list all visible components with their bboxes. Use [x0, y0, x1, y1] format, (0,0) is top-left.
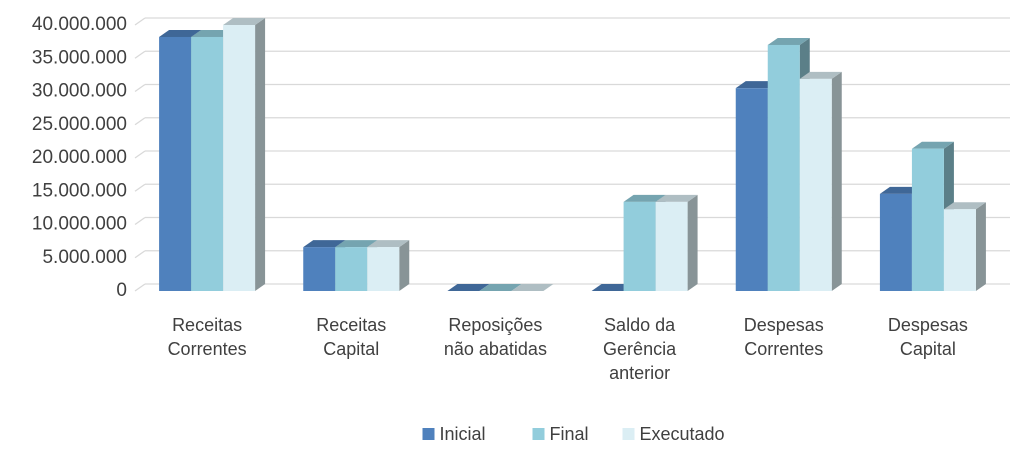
bar	[303, 247, 336, 291]
bar-top	[879, 186, 922, 194]
bar	[911, 148, 944, 291]
y-tick-label: 5.000.000	[42, 247, 127, 268]
bar	[943, 209, 976, 291]
x-tick-label: Saldo da Gerência anterior	[603, 315, 677, 383]
legend-swatch	[532, 428, 545, 440]
legend-label: Final	[550, 424, 589, 444]
x-tick-label: Receitas Correntes	[167, 315, 247, 359]
y-tick-label: 10.000.000	[32, 214, 127, 235]
y-tick-label: 0	[116, 280, 127, 301]
bar	[735, 88, 768, 291]
bar-top	[303, 240, 346, 248]
x-tick-label: Despesas Capital	[887, 315, 968, 359]
legend-label: Executado	[640, 424, 725, 444]
bar-top	[799, 71, 842, 79]
bar	[799, 78, 832, 292]
legend-label: Inicial	[440, 424, 486, 444]
grid-line-floor	[134, 216, 146, 226]
bar	[623, 201, 656, 291]
bar	[191, 36, 224, 291]
y-tick-label: 30.000.000	[32, 81, 127, 102]
bar-top	[479, 284, 522, 291]
bar-top	[447, 284, 490, 291]
bar-top	[367, 240, 410, 248]
bar-top	[591, 284, 634, 291]
x-tick-label: Receitas Capital	[316, 315, 387, 359]
y-tick-label: 25.000.000	[32, 114, 127, 135]
bar-top	[767, 37, 810, 45]
x-tick-label: Despesas Correntes	[743, 315, 824, 359]
bar-top	[191, 29, 234, 37]
y-tick-label: 15.000.000	[32, 180, 127, 201]
grid-line-floor	[134, 83, 146, 93]
bar-side	[255, 18, 266, 291]
grid-line-floor	[134, 50, 146, 59]
bar-top	[735, 81, 778, 89]
bar-side	[831, 71, 842, 292]
bar	[367, 247, 400, 291]
y-tick-label: 40.000.000	[32, 14, 127, 35]
bar-top	[911, 141, 954, 149]
bar	[335, 247, 368, 291]
y-tick-label: 20.000.000	[32, 147, 127, 168]
bar-top	[655, 194, 698, 202]
bar	[879, 193, 912, 291]
bar	[223, 25, 256, 291]
legend-swatch	[622, 428, 635, 440]
grid-line-floor	[134, 17, 146, 26]
bar-side	[399, 240, 410, 291]
grid-line-floor	[134, 150, 146, 159]
bar	[655, 201, 688, 291]
grid-line-floor	[134, 117, 146, 126]
grid-line-floor	[134, 250, 146, 259]
bar-top	[511, 284, 554, 291]
y-tick-label: 35.000.000	[32, 47, 127, 68]
grid-line-floor	[134, 283, 146, 292]
bar-top	[335, 240, 378, 248]
bar	[767, 44, 800, 292]
bar-top	[943, 202, 986, 210]
bar-top	[223, 18, 266, 25]
x-tick-label: Reposições não abatidas	[443, 315, 547, 359]
bar	[159, 36, 192, 291]
bar-side	[975, 202, 986, 291]
legend-swatch	[422, 428, 435, 440]
grid-line-floor	[134, 183, 146, 192]
bar-top	[159, 29, 202, 37]
bar-side	[687, 194, 698, 291]
bar-top	[623, 194, 666, 202]
